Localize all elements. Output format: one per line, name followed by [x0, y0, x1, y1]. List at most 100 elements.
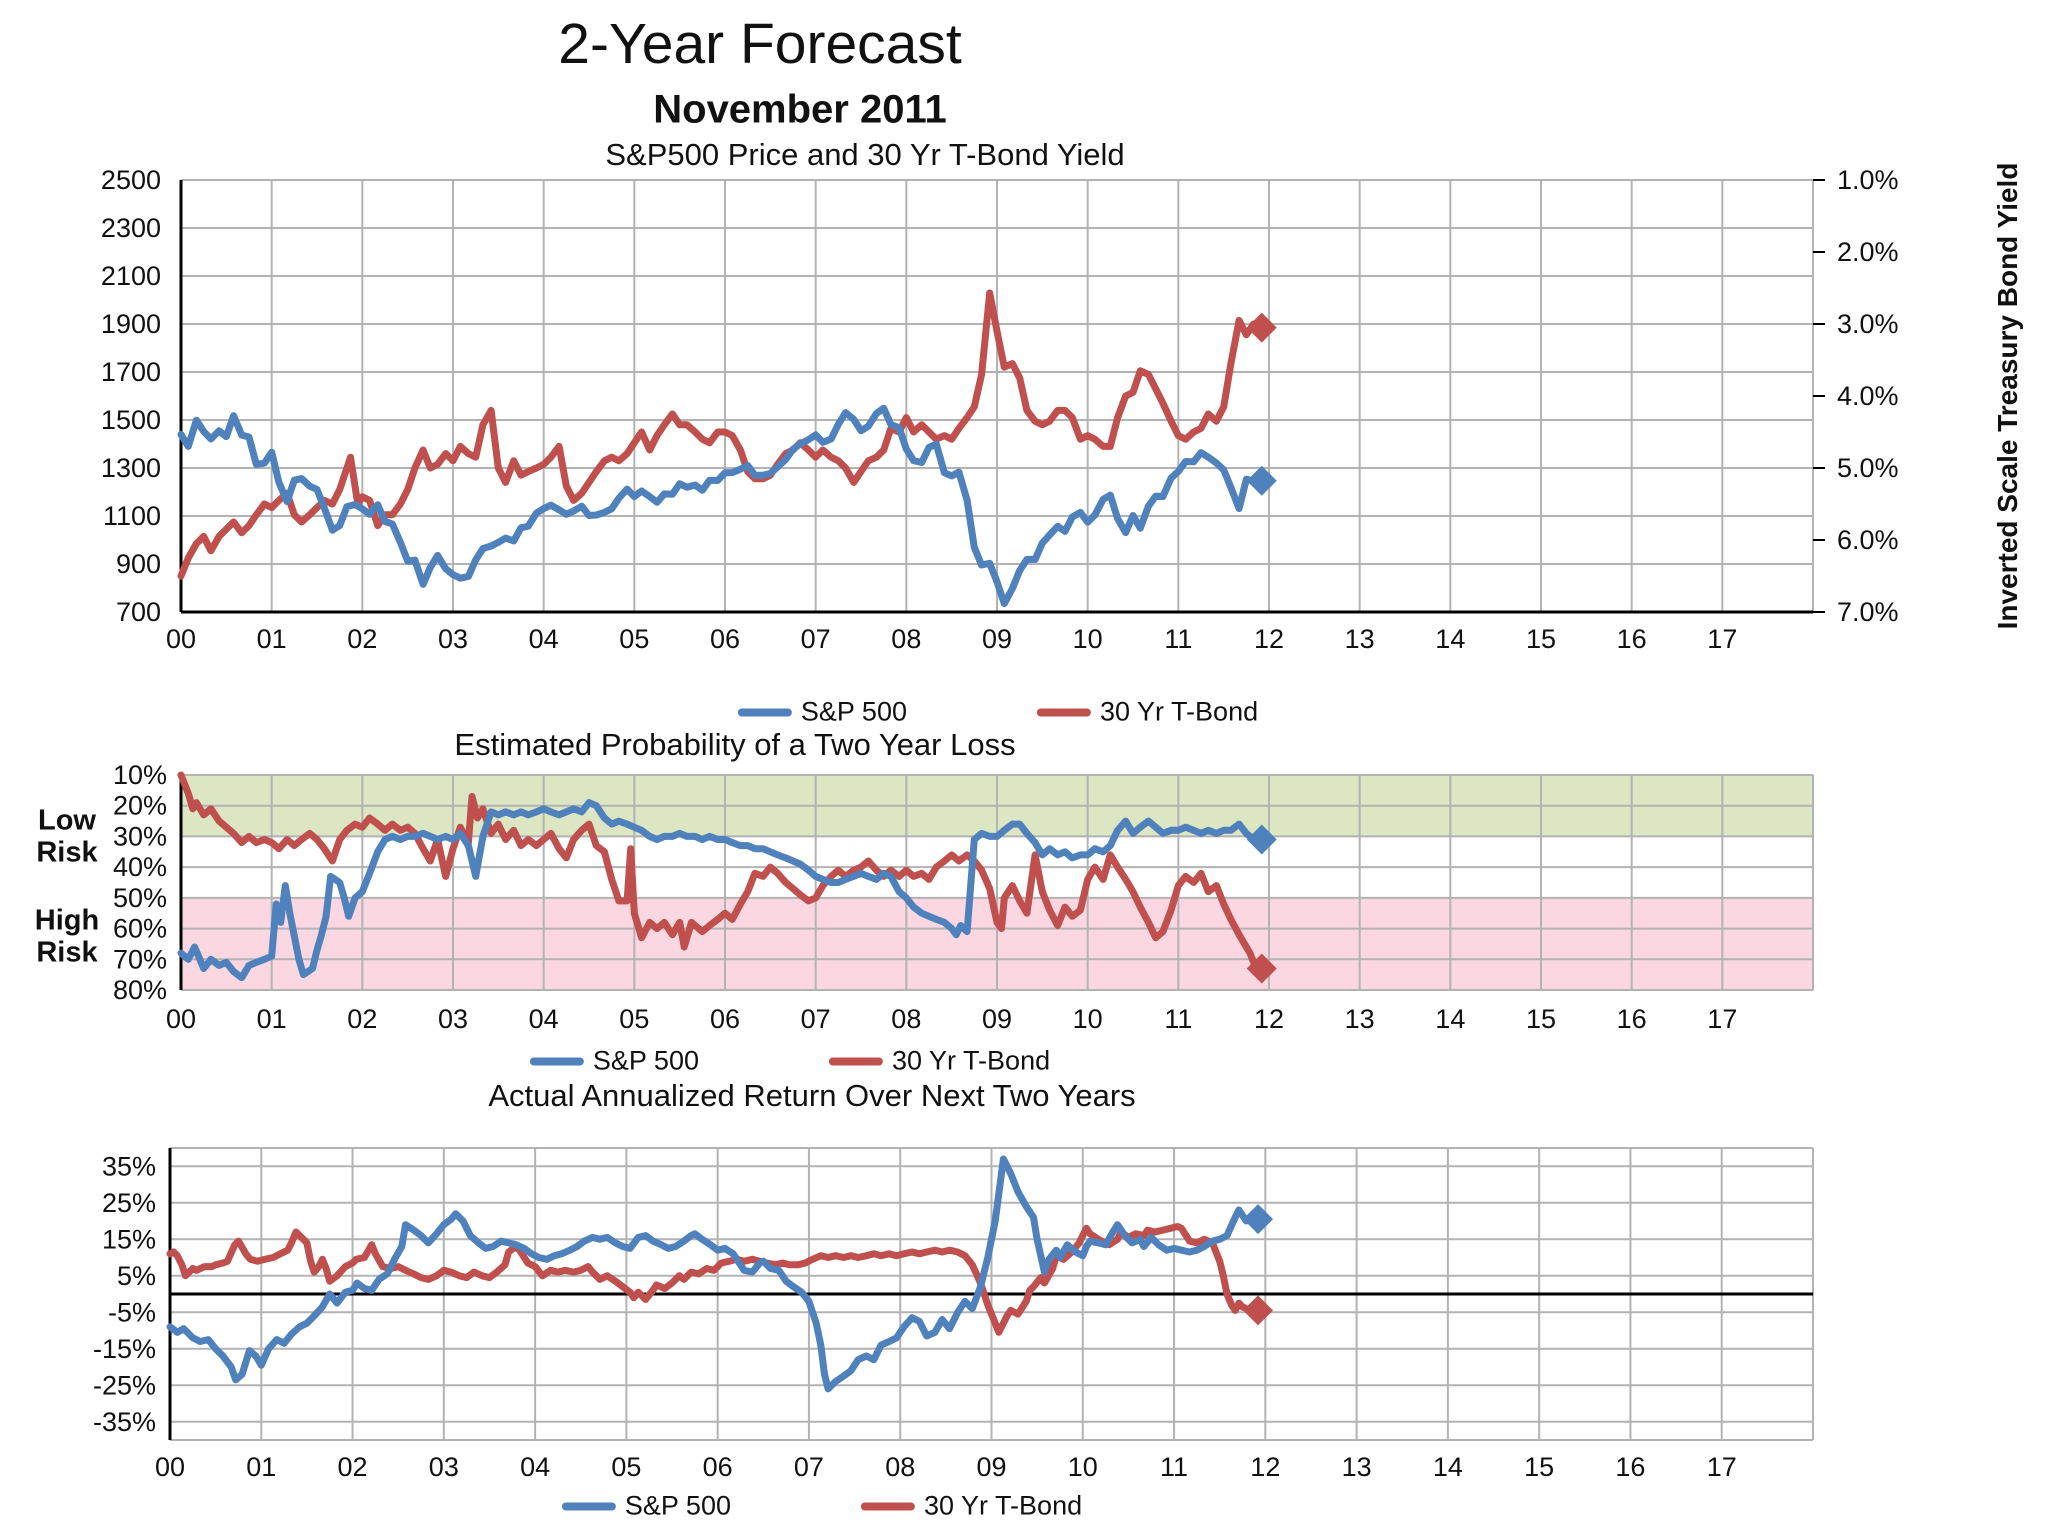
sp500-loss-probability-line: [177, 799, 1258, 982]
x-axis-tick-label: 05: [619, 624, 649, 654]
sp500-line-swatch-icon: [737, 708, 792, 716]
x-axis-tick-label: 02: [338, 1452, 368, 1482]
left-axis-tick-label: 1300: [101, 453, 161, 483]
y-axis-tick-label: 30%: [113, 821, 167, 851]
right-axis-tick-label: 5.0%: [1837, 453, 1899, 483]
page-subtitle: November 2011: [653, 87, 947, 132]
x-axis-tick-label: 15: [1526, 624, 1556, 654]
left-axis-tick-label: 1100: [103, 501, 161, 531]
sp500-price-line: [177, 404, 1258, 608]
price-chart-left-axis-labels: 2500 2300 2100 1900 1700 1500 1300 1100 900 700: [101, 165, 161, 627]
right-axis-tick-label: 1.0%: [1837, 165, 1899, 195]
y-axis-tick-label: 25%: [102, 1188, 156, 1218]
y-axis-tick-label: 15%: [102, 1224, 156, 1254]
tbond-line-swatch-icon: [828, 1057, 883, 1065]
x-axis-tick-label: 16: [1617, 624, 1647, 654]
right-axis-title: Inverted Scale Treasury Bond Yield: [1992, 162, 2023, 630]
probability-chart-series: [177, 771, 1277, 984]
return-chart-grid: [168, 1147, 1814, 1441]
x-axis-tick-label: 11: [1164, 1004, 1192, 1034]
x-axis-tick-label: 08: [891, 1004, 921, 1034]
left-axis-tick-label: 1700: [101, 357, 161, 387]
legend-label-tbond: 30 Yr T-Bond: [923, 1490, 1083, 1521]
left-axis-tick-label: 2300: [101, 213, 161, 243]
left-axis-tick-label: 2100: [101, 261, 161, 291]
x-axis-tick-label: 09: [982, 624, 1012, 654]
x-axis-tick-label: 16: [1615, 1452, 1645, 1482]
x-axis-tick-label: 04: [529, 624, 559, 654]
y-axis-tick-label: 10%: [113, 760, 167, 790]
y-axis-tick-label: 5%: [117, 1261, 156, 1291]
x-axis-tick-label: 10: [1068, 1452, 1098, 1482]
y-axis-tick-label: 40%: [113, 852, 167, 882]
x-axis-tick-label: 04: [529, 1004, 559, 1034]
x-axis-tick-label: 00: [155, 1452, 185, 1482]
probability-chart-axis-labels: 10%20%30%40%50%60%70%80%: [113, 760, 167, 1005]
x-axis-tick-label: 08: [885, 1452, 915, 1482]
y-axis-tick-label: 50%: [113, 883, 167, 913]
y-axis-tick-label: -15%: [93, 1334, 156, 1364]
x-axis-tick-label: 13: [1342, 1452, 1372, 1482]
right-axis-tick-label: 4.0%: [1837, 381, 1899, 411]
sp500-line-swatch-icon: [529, 1057, 584, 1065]
probability-chart-x-labels: 00 01 02 03 04 05 06 07 08 09 10 11 12 13 14 15 16 17: [166, 1004, 1737, 1034]
y-axis-tick-label: -5%: [108, 1297, 156, 1327]
price-chart-x-labels: 00 01 02 03 04 05 06 07 08 09 10 11 12 13 14 15 16 17: [166, 624, 1737, 654]
x-axis-tick-label: 03: [429, 1452, 459, 1482]
high-risk-label: High Risk: [34, 904, 100, 969]
y-axis-tick-label: -25%: [93, 1370, 156, 1400]
x-axis-tick-label: 04: [520, 1452, 550, 1482]
legend-item-sp500: S&P 500: [529, 1045, 699, 1077]
sp500-forecast-marker: [1243, 1204, 1274, 1235]
x-axis-tick-label: 16: [1617, 1004, 1647, 1034]
page-title: 2-Year Forecast: [558, 12, 962, 76]
price-chart-series: [177, 289, 1277, 608]
x-axis-tick-label: 07: [801, 1004, 831, 1034]
right-axis-tick-label: 3.0%: [1837, 309, 1899, 339]
right-axis-tick-label: 6.0%: [1837, 525, 1899, 555]
x-axis-tick-label: 08: [891, 624, 921, 654]
x-axis-tick-label: 12: [1254, 624, 1284, 654]
probability-chart-title: Estimated Probability of a Two Year Loss: [454, 727, 1016, 762]
legend-item-sp500: S&P 500: [561, 1491, 731, 1522]
x-axis-tick-label: 07: [794, 1452, 824, 1482]
right-axis-tick-label: 2.0%: [1837, 237, 1899, 267]
price-chart-right-axis-labels: 1.0% 2.0% 3.0% 4.0% 5.0% 6.0% 7.0%: [1813, 165, 1899, 627]
x-axis-tick-label: 14: [1435, 1004, 1465, 1034]
x-axis-tick-label: 02: [347, 624, 377, 654]
x-axis-tick-label: 10: [1073, 624, 1103, 654]
x-axis-tick-label: 11: [1164, 624, 1192, 654]
y-axis-tick-label: 80%: [113, 975, 167, 1005]
x-axis-tick-label: 06: [710, 624, 740, 654]
left-axis-tick-label: 1500: [101, 405, 161, 435]
x-axis-tick-label: 00: [166, 624, 196, 654]
legend-item-tbond: 30 Yr T-Bond: [828, 1045, 1051, 1077]
x-axis-tick-label: 14: [1435, 624, 1465, 654]
x-axis-tick-label: 14: [1433, 1452, 1463, 1482]
x-axis-tick-label: 17: [1707, 624, 1737, 654]
x-axis-tick-label: 07: [801, 624, 831, 654]
tbond-loss-probability-line: [177, 771, 1258, 966]
low-risk-label: Low Risk: [36, 804, 98, 869]
return-chart-title: Actual Annualized Return Over Next Two Y…: [488, 1078, 1136, 1113]
left-axis-tick-label: 2500: [101, 165, 161, 195]
tbond-line-swatch-icon: [1036, 708, 1091, 716]
x-axis-tick-label: 06: [703, 1452, 733, 1482]
x-axis-tick-label: 05: [619, 1004, 649, 1034]
legend-label-sp500: S&P 500: [800, 696, 907, 727]
tbond-return-line: [166, 1223, 1254, 1336]
x-axis-tick-label: 15: [1524, 1452, 1554, 1482]
x-axis-tick-label: 15: [1526, 1004, 1556, 1034]
legend-label-tbond: 30 Yr T-Bond: [891, 1045, 1051, 1076]
sp500-forecast-marker: [1246, 824, 1277, 855]
y-axis-tick-label: 35%: [102, 1151, 156, 1181]
sp500-line-swatch-icon: [561, 1502, 616, 1510]
x-axis-tick-label: 17: [1707, 1004, 1737, 1034]
x-axis-tick-label: 01: [257, 624, 287, 654]
legend-label-sp500: S&P 500: [592, 1045, 699, 1076]
legend-item-tbond: 30 Yr T-Bond: [860, 1490, 1083, 1522]
price-chart-title: S&P500 Price and 30 Yr T-Bond Yield: [605, 137, 1125, 172]
x-axis-tick-label: 13: [1345, 1004, 1375, 1034]
y-axis-tick-label: 70%: [113, 944, 167, 974]
